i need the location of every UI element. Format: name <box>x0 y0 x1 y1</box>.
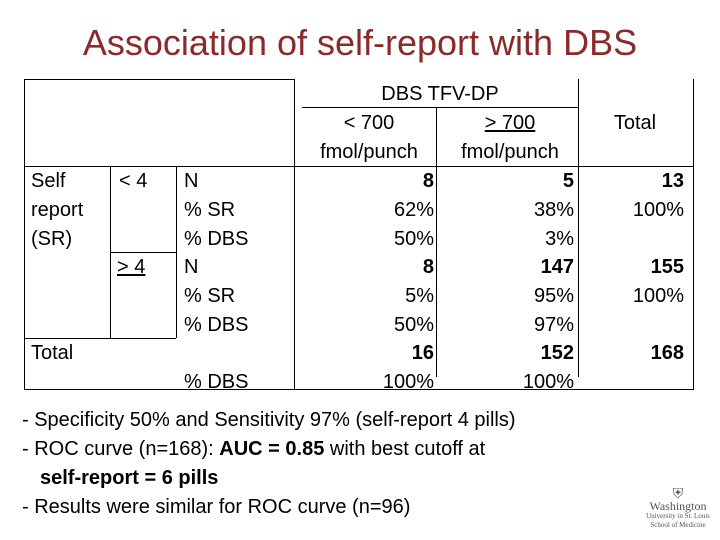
cell-ge4-total-n: 155 <box>650 256 684 278</box>
slide-title: Association of self-report with DBS <box>82 22 638 63</box>
lt4-label: < 4 <box>119 170 148 192</box>
cell-lt4-col1-dbs: 50% <box>393 228 434 250</box>
cell-ge4-col1-dbs: 50% <box>393 314 434 336</box>
cell-lt4-col1-n: 8 <box>422 170 434 192</box>
cell-total-col2-dbs: 100% <box>522 371 574 393</box>
cell-grand-total: 168 <box>650 342 684 364</box>
col1-unit: fmol/punch <box>320 141 418 163</box>
total-row-label: Total <box>31 342 74 364</box>
metric-pct-dbs: % DBS <box>184 371 249 393</box>
cell-ge4-total-pct: 100% <box>632 285 684 307</box>
cell-lt4-col2-sr: 38% <box>533 199 574 221</box>
cell-lt4-col2-dbs: 3% <box>545 228 574 250</box>
summary-bullets: - Specificity 50% and Sensitivity 97% (s… <box>22 406 516 522</box>
dbs-group-header: DBS TFV-DP <box>381 83 499 105</box>
cell-lt4-col1-sr: 62% <box>393 199 434 221</box>
cell-lt4-total-n: 13 <box>661 170 684 192</box>
cell-lt4-col2-n: 5 <box>562 170 574 192</box>
cell-ge4-col2-dbs: 97% <box>533 314 574 336</box>
col2-unit: fmol/punch <box>461 141 559 163</box>
university-logo: ⛨ Washington University in St. Louis Sch… <box>646 485 710 529</box>
cell-total-col2-n: 152 <box>540 342 574 364</box>
cell-ge4-col2-sr: 95% <box>533 285 574 307</box>
self-report-label-1: Self <box>31 170 66 192</box>
cell-total-col1-n: 16 <box>411 342 434 364</box>
cell-ge4-col1-n: 8 <box>422 256 434 278</box>
col2-threshold: > 700 <box>484 112 536 134</box>
crest-icon: ⛨ <box>672 485 684 501</box>
metric-pct-sr: % SR <box>184 285 236 307</box>
bullet-roc-cutoff: self-report = 6 pills <box>40 467 219 489</box>
self-report-label-2: report <box>31 199 84 221</box>
cell-ge4-col2-n: 147 <box>540 256 574 278</box>
ge4-label: > 4 <box>117 256 146 278</box>
total-header: Total <box>613 112 657 134</box>
bullet-roc-curve: - ROC curve (n=168): AUC = 0.85 with bes… <box>22 438 486 460</box>
metric-pct-dbs: % DBS <box>184 314 249 336</box>
metric-pct-sr: % SR <box>184 199 236 221</box>
col1-threshold: < 700 <box>343 112 395 134</box>
metric-n: N <box>184 256 199 278</box>
bullet-specificity: - Specificity 50% and Sensitivity 97% (s… <box>22 409 516 431</box>
cell-ge4-col1-sr: 5% <box>405 285 434 307</box>
cell-total-col1-dbs: 100% <box>382 371 434 393</box>
cell-lt4-total-pct: 100% <box>632 199 684 221</box>
metric-n: N <box>184 170 199 192</box>
self-report-label-3: (SR) <box>31 228 73 250</box>
metric-pct-dbs: % DBS <box>184 228 249 250</box>
bullet-roc-n96: - Results were similar for ROC curve (n=… <box>22 496 411 518</box>
